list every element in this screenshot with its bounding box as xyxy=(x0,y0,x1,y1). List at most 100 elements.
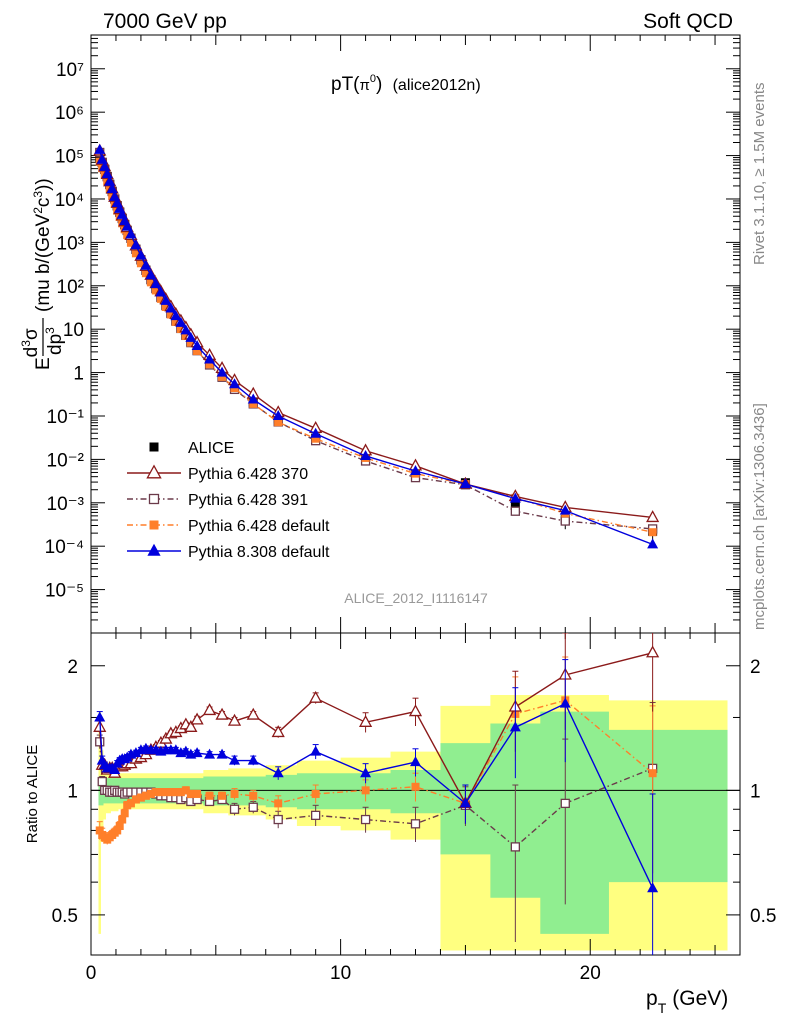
series-point xyxy=(170,310,182,321)
series-point xyxy=(131,249,140,258)
ratio-point xyxy=(131,795,140,804)
ylabel-units-sup2: 2 xyxy=(31,207,45,214)
xlabel-sub: T xyxy=(658,1000,667,1016)
series-point xyxy=(186,338,195,347)
ratio-point xyxy=(166,788,175,797)
series-point xyxy=(94,143,106,154)
series-point xyxy=(216,366,228,377)
svg-text:dp3: dp3 xyxy=(43,327,66,355)
series-point xyxy=(101,168,113,179)
ratio-point xyxy=(560,798,570,809)
series-point xyxy=(191,339,203,350)
main-plot-data xyxy=(93,143,660,549)
series-point xyxy=(150,277,162,288)
ratio-point xyxy=(227,713,242,726)
xlabel-unit: (GeV) xyxy=(672,987,728,1010)
ratio-point xyxy=(510,842,520,852)
legend-item: Pythia 6.428 default xyxy=(127,518,330,535)
ratio-point xyxy=(246,707,260,720)
series-point xyxy=(121,220,133,231)
main-y-tick-label: 10⁻¹ xyxy=(47,407,85,428)
ratio-point xyxy=(151,788,160,797)
main-y-tick-label: 1 xyxy=(73,364,84,385)
series-point xyxy=(205,360,214,369)
ratio-point xyxy=(410,756,421,767)
legend-marker xyxy=(148,493,160,505)
main-y-tick-label: 10⁻³ xyxy=(47,494,85,515)
series-point xyxy=(310,427,322,438)
ratio-y-tick-label: 1 xyxy=(67,781,78,802)
ratio-point xyxy=(358,714,373,727)
main-y-tick-label: 10⁻² xyxy=(47,450,85,471)
series-pythia-6-428-default xyxy=(95,157,657,537)
ratio-plot-data xyxy=(93,633,660,955)
series-point xyxy=(559,504,571,515)
main-y-tick-label: 10⁻⁴ xyxy=(45,537,84,558)
mcplots-label: mcplots.cern.ch [arXiv:1306.3436] xyxy=(751,403,768,630)
ratio-point xyxy=(216,748,228,759)
ratio-point xyxy=(411,782,420,791)
ratio-point xyxy=(360,814,371,825)
plot-title: pT(π0) (alice2012n) xyxy=(331,73,481,95)
ratio-point xyxy=(115,821,124,830)
ratio-y-tick-label: 0.5 xyxy=(52,906,78,927)
ratio-point xyxy=(202,703,217,716)
legend-marker xyxy=(146,464,162,479)
ylabel-d-sup: 3 xyxy=(19,340,33,347)
plot-title-close: ) xyxy=(376,74,382,95)
ratio-point xyxy=(309,690,323,703)
ylabel-units-end: )) xyxy=(33,178,54,191)
main-y-label: Ed3σ dp3 (mu b/(GeV2c3)) xyxy=(19,178,66,370)
svg-text:Ed3σ: Ed3σ xyxy=(19,328,54,370)
series-point xyxy=(175,316,187,327)
ratio-point xyxy=(120,809,129,818)
series-pythia-8-308-default xyxy=(94,143,659,549)
plot-title-main: pT( xyxy=(331,74,360,95)
ratio-y-axis: 0.5 0.5 1 1 2 2 xyxy=(52,657,776,956)
ratio-point xyxy=(181,786,190,795)
ratio-point xyxy=(311,810,321,821)
ratio-point xyxy=(97,776,107,787)
series-point xyxy=(136,259,145,268)
ratio-y-tick-label: 0.5 xyxy=(750,906,776,927)
ratio-point xyxy=(247,754,259,765)
legend-label: Pythia 6.428 default xyxy=(188,518,330,535)
series-pythia-6-428-391 xyxy=(95,147,658,534)
ratio-point xyxy=(361,786,370,795)
ylabel-dp: dp xyxy=(45,334,66,355)
series-point xyxy=(311,434,320,443)
series-point xyxy=(140,259,152,270)
main-y-tick-label: 10⁴ xyxy=(55,190,84,211)
main-y-tick-label: 10⁷ xyxy=(56,60,84,81)
ylabel-d: d xyxy=(21,347,42,358)
ratio-point xyxy=(311,789,320,798)
legend-label: ALICE xyxy=(188,440,234,457)
header-left: 7000 GeV pp xyxy=(103,10,227,33)
ratio-point xyxy=(648,769,657,778)
ratio-point xyxy=(459,797,471,808)
series-point xyxy=(130,239,142,250)
series-point xyxy=(99,160,111,171)
ratio-point xyxy=(136,793,145,802)
ratio-point xyxy=(229,754,241,765)
legend-marker xyxy=(147,543,161,556)
ratio-point xyxy=(360,767,372,778)
ratio-point xyxy=(205,791,214,800)
series-point xyxy=(249,399,258,408)
analysis-watermark: ALICE_2012_I1116147 xyxy=(344,590,488,606)
svg-text:(mu b/(GeV2c3)): (mu b/(GeV2c3)) xyxy=(31,178,54,312)
series-line xyxy=(99,161,653,533)
rivet-label: Rivet 3.1.10, ≥ 1.5M events xyxy=(751,83,768,266)
ratio-y-tick-label: 2 xyxy=(67,657,78,678)
legend-item: Pythia 8.308 default xyxy=(127,543,330,561)
ratio-point xyxy=(273,814,283,825)
ratio-series-pythia-8-308-default xyxy=(94,659,659,955)
ratio-point xyxy=(109,763,121,774)
series-point xyxy=(125,228,137,239)
series-point xyxy=(647,538,659,549)
series-point xyxy=(135,249,147,260)
series-point xyxy=(274,418,283,427)
ratio-point xyxy=(184,719,198,732)
ratio-point xyxy=(193,789,202,798)
series-point xyxy=(151,286,160,295)
